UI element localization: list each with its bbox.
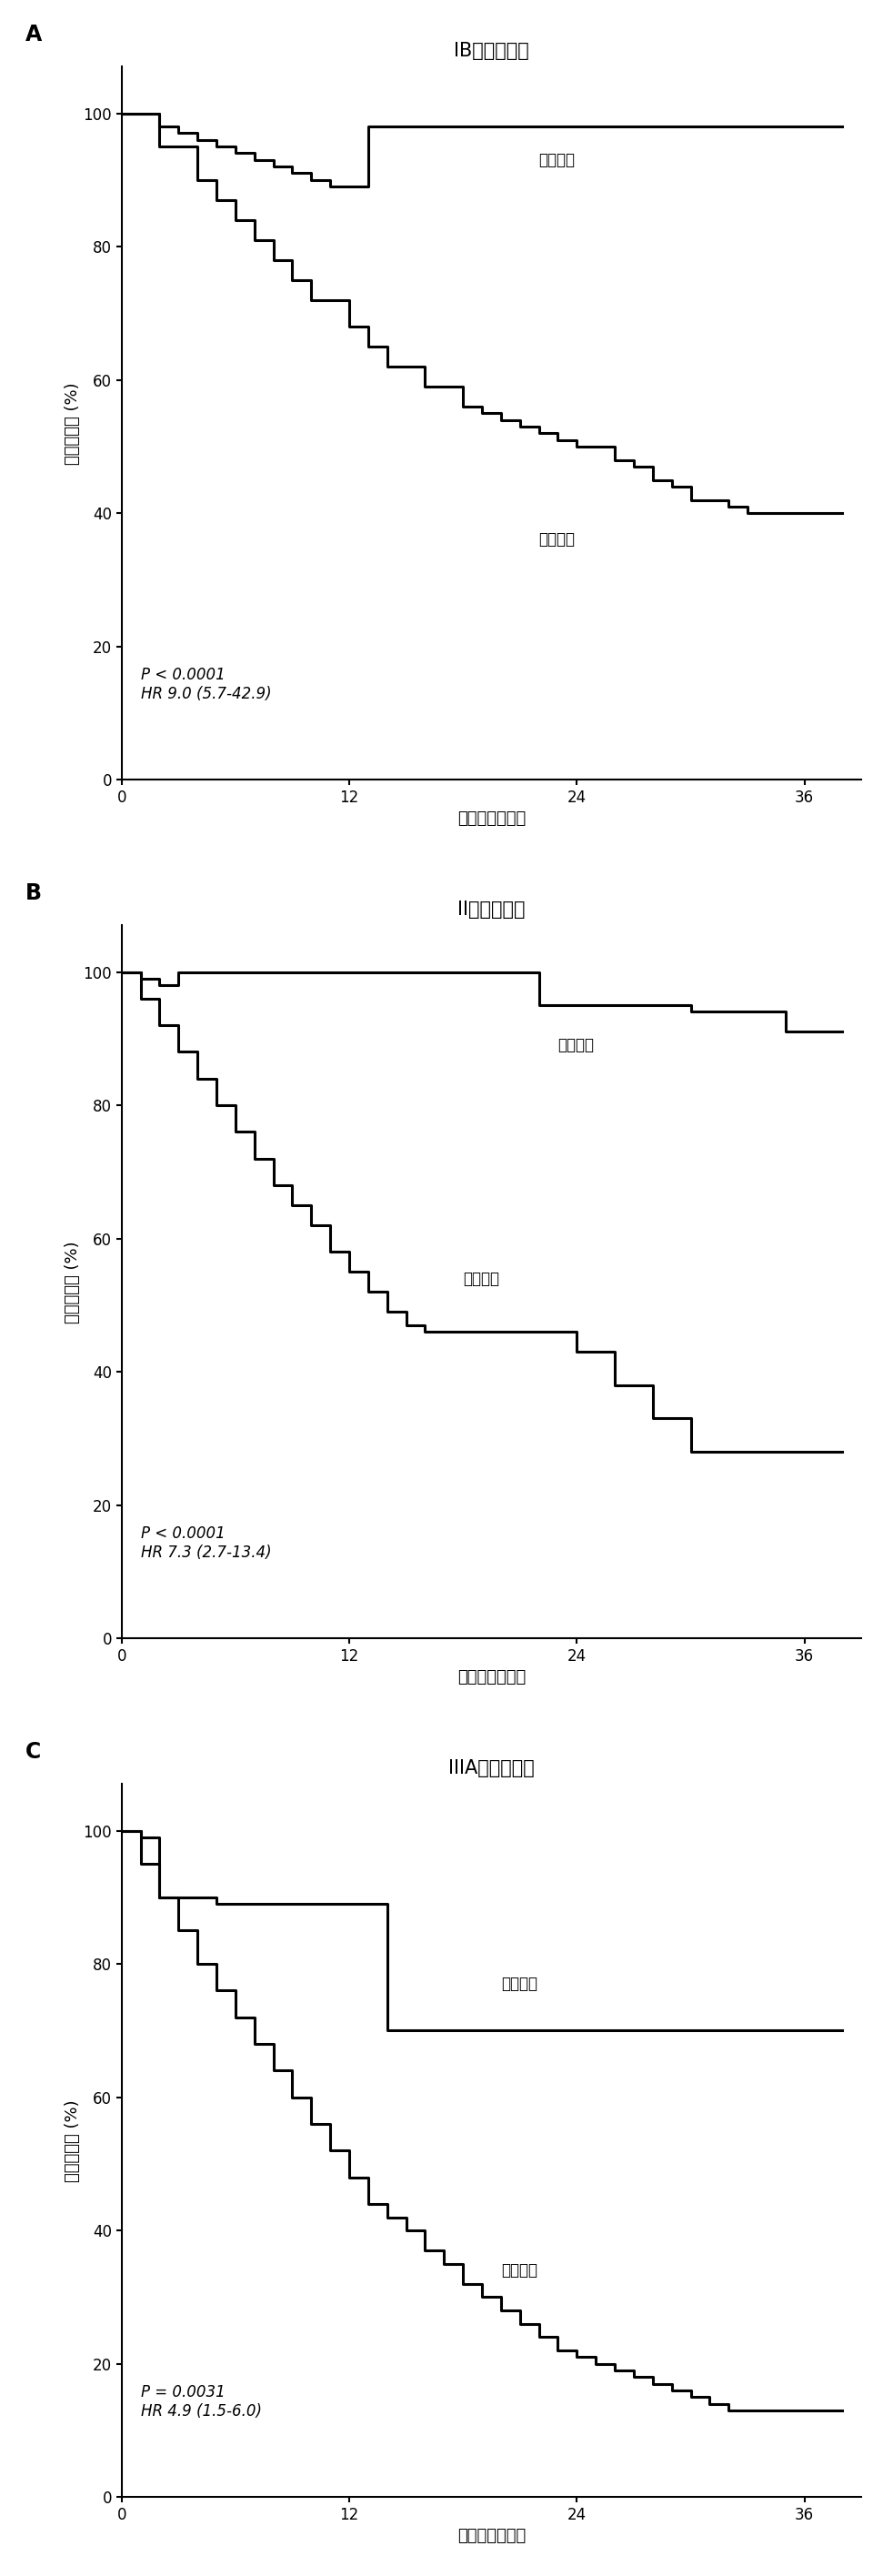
X-axis label: 生存时间（月）: 生存时间（月） [457, 811, 526, 827]
Text: 预后良好: 预后良好 [538, 152, 575, 167]
Text: A: A [25, 23, 42, 46]
X-axis label: 生存时间（月）: 生存时间（月） [457, 1669, 526, 1685]
Title: IB期鲞癌患者: IB期鲞癌患者 [454, 41, 530, 59]
Text: P < 0.0001
HR 9.0 (5.7-42.9): P < 0.0001 HR 9.0 (5.7-42.9) [140, 667, 271, 701]
Title: II期鲞癌患者: II期鲞癌患者 [457, 902, 525, 920]
Title: IIIA期鲞癌患者: IIIA期鲞癌患者 [448, 1759, 535, 1777]
Text: P < 0.0001
HR 7.3 (2.7-13.4): P < 0.0001 HR 7.3 (2.7-13.4) [140, 1525, 271, 1561]
Text: 预后不良: 预后不良 [538, 531, 575, 549]
X-axis label: 生存时间（月）: 生存时间（月） [457, 2527, 526, 2545]
Y-axis label: 总体生存率 (%): 总体生存率 (%) [64, 1242, 80, 1324]
Y-axis label: 总体生存率 (%): 总体生存率 (%) [64, 2099, 80, 2182]
Text: P = 0.0031
HR 4.9 (1.5-6.0): P = 0.0031 HR 4.9 (1.5-6.0) [140, 2383, 262, 2419]
Text: 预后良好: 预后良好 [558, 1038, 594, 1054]
Y-axis label: 总体生存率 (%): 总体生存率 (%) [64, 381, 80, 464]
Text: 预后良好: 预后良好 [501, 1976, 538, 1991]
Text: 预后不良: 预后不良 [501, 2262, 538, 2280]
Text: C: C [25, 1741, 41, 1762]
Text: B: B [25, 884, 42, 904]
Text: 预后不良: 预后不良 [463, 1270, 499, 1288]
